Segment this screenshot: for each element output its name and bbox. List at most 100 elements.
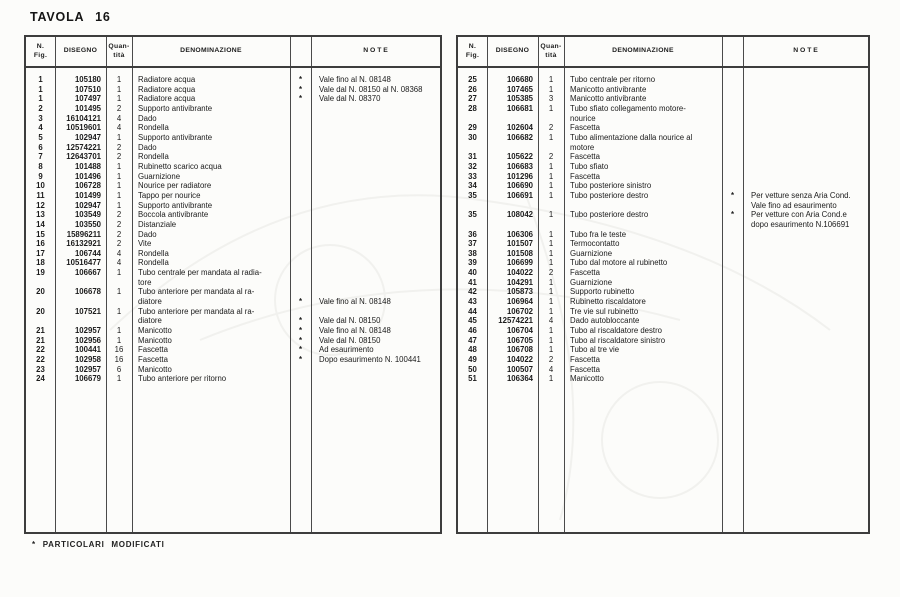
denomination: Tubo posteriore destro (570, 190, 649, 200)
note-text (311, 133, 440, 143)
quantity: 6 (116, 364, 122, 374)
fig-number: 21 (36, 326, 45, 336)
disegno-number: 102604 (506, 123, 533, 133)
table-row: 33 101296 1 Fascetta (458, 172, 868, 182)
table-row: 2 101495 2 Supporto antivibrante (26, 104, 440, 114)
quantity: 1 (548, 171, 554, 181)
fig-number: 43 (468, 297, 477, 307)
modified-star (290, 374, 311, 384)
quantity: 1 (116, 161, 122, 171)
modified-star (290, 143, 311, 153)
denomination: Radiatore acqua (138, 75, 196, 84)
column-divider (106, 37, 107, 532)
quantity: 2 (116, 219, 122, 229)
header-fig: N. Fig. (465, 43, 480, 59)
denomination: Tubo fra le teste (570, 229, 627, 239)
fig-number: 35 (468, 210, 477, 220)
fig-number: 3 (38, 113, 43, 123)
note-text: Vale fino al N. 08148 (319, 326, 391, 336)
denomination: Rubinetto riscaldatore (570, 297, 646, 307)
modified-star (290, 133, 311, 143)
disegno-number: 106704 (506, 326, 533, 336)
denomination: Tubo alimentazione dalla nourice al moto… (570, 132, 693, 152)
modified-star: * (298, 297, 303, 307)
note-text (743, 316, 868, 326)
table-row: 38 101508 1 Guarnizione (458, 249, 868, 259)
quantity: 4 (548, 316, 554, 326)
note-text (311, 239, 440, 249)
quantity: 1 (116, 94, 122, 104)
table-row: 45 12574221 4 Dado autobloccante (458, 316, 868, 326)
fig-number: 42 (468, 287, 477, 297)
modified-star (290, 181, 311, 191)
note-text (743, 75, 868, 85)
quantity: 4 (116, 258, 122, 268)
disegno-number: 106708 (506, 345, 533, 355)
disegno-number: 102947 (74, 132, 101, 142)
denomination: Manicotto (138, 335, 172, 345)
modified-star (722, 249, 743, 259)
quantity: 4 (116, 248, 122, 258)
quantity: 4 (116, 123, 122, 133)
note-text (311, 162, 440, 172)
quantity: 1 (548, 306, 554, 316)
denomination: Termocontatto (570, 239, 620, 249)
fig-number: 18 (36, 258, 45, 268)
note-text (743, 172, 868, 182)
note-text (743, 85, 868, 95)
modified-star: * (730, 210, 735, 220)
fig-number: 33 (468, 171, 477, 181)
table-row: 17 106744 4 Rondella (26, 249, 440, 259)
disegno-number: 102947 (74, 200, 101, 210)
disegno-number: 108042 (506, 210, 533, 220)
table-row: 20 106678 1 Tubo anteriore per mandata al r… (26, 287, 440, 306)
fig-number: 12 (36, 200, 45, 210)
fig-number: 46 (468, 326, 477, 336)
modified-star (722, 133, 743, 152)
fig-number: 4 (38, 123, 43, 133)
modified-star (290, 162, 311, 172)
table-row: 10 106728 1 Nourice per radiatore (26, 181, 440, 191)
fig-number: 1 (38, 75, 43, 84)
header-disegno: DISEGNO (495, 47, 530, 55)
quantity: 1 (116, 171, 122, 181)
disegno-number: 101507 (506, 239, 533, 249)
quantity: 1 (116, 306, 122, 316)
header-note: N O T E (363, 47, 388, 55)
table-row: 21 102957 1 Manicotto * Vale fino al N. 08148 (26, 326, 440, 336)
denomination: Tubo anteriore per mandata al ra- diator… (138, 306, 255, 326)
modified-star (290, 210, 311, 220)
denomination: Manicotto (138, 364, 172, 374)
note-text (311, 374, 440, 384)
quantity: 2 (548, 268, 554, 278)
quantity: 1 (116, 75, 122, 84)
denomination: Rondella (138, 123, 169, 133)
note-text (311, 143, 440, 153)
column-divider (55, 37, 56, 532)
denomination: Tappo per nourice (138, 190, 201, 200)
modified-star (722, 268, 743, 278)
note-text (743, 249, 868, 259)
fig-number: 10 (36, 181, 45, 191)
denomination: Dado (138, 229, 157, 239)
modified-star (722, 297, 743, 307)
note-text (743, 268, 868, 278)
denomination: Manicotto (138, 326, 172, 336)
table-row: 1 105180 1 Radiatore acqua * Vale fino al N. … (26, 75, 440, 85)
modified-star (722, 181, 743, 191)
quantity: 1 (116, 190, 122, 200)
disegno-number: 106690 (506, 181, 533, 191)
denomination: Supporto antivibrante (138, 103, 213, 113)
note-text (743, 258, 868, 268)
table-row: 18 10516477 4 Rondella (26, 258, 440, 268)
table-row: 43 106964 1 Rubinetto riscaldatore (458, 297, 868, 307)
table-row: 7 12643701 2 Rondella (26, 152, 440, 162)
note-text (743, 104, 868, 123)
column-divider (487, 37, 488, 532)
quantity: 16 (114, 355, 124, 365)
modified-star (722, 152, 743, 162)
header-qty: Quan- tità (540, 43, 562, 59)
disegno-number: 106964 (506, 297, 533, 307)
denomination: Fascetta (570, 364, 600, 374)
modified-star (722, 104, 743, 123)
